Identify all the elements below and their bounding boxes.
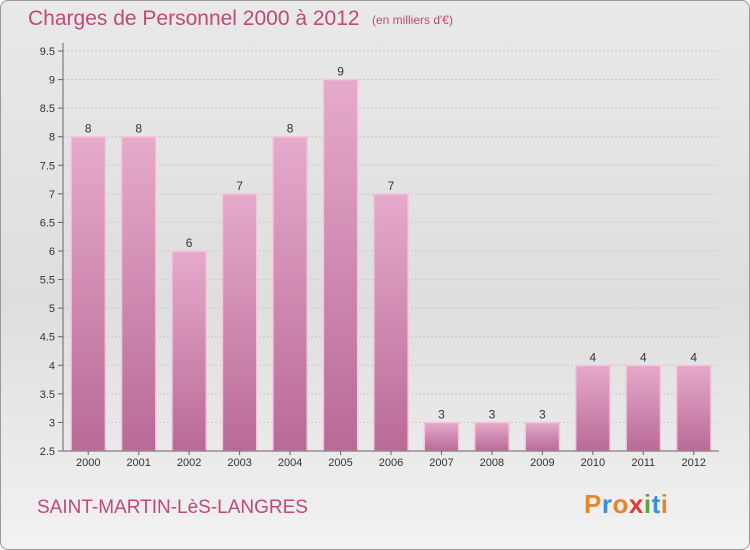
x-tick-label-2005: 2005 [328, 457, 352, 469]
bar-2005 [322, 78, 359, 452]
bar-2010 [574, 364, 611, 452]
bar-2009 [524, 421, 561, 452]
bar-2008 [474, 421, 510, 452]
y-tick-label: 5 [49, 303, 55, 315]
data-label-2006: 7 [388, 179, 395, 193]
x-tick-label-2002: 2002 [177, 457, 201, 469]
y-tick-label: 6 [49, 246, 55, 258]
chart-subtitle: (en milliers d'€) [372, 13, 453, 27]
x-tick-label-2012: 2012 [682, 457, 706, 469]
bar-2003 [221, 193, 258, 452]
bar-2007 [423, 421, 460, 452]
y-tick-label: 9.5 [40, 46, 55, 58]
x-tick-label-2008: 2008 [480, 457, 504, 469]
data-label-2010: 4 [590, 350, 597, 364]
x-tick-label-2011: 2011 [631, 457, 655, 469]
data-label-2004: 8 [287, 122, 294, 136]
logo-letter: i [660, 489, 669, 519]
y-tick-label: 6.5 [40, 217, 55, 229]
data-label-2007: 3 [438, 407, 445, 421]
bar-2000 [70, 135, 107, 452]
data-label-2005: 9 [337, 65, 344, 79]
x-tick-label-2003: 2003 [227, 457, 251, 469]
bar-2006 [373, 193, 409, 452]
y-tick-label: 4 [49, 360, 55, 372]
commune-name: SAINT-MARTIN-LèS-LANGRES [37, 497, 308, 518]
bar-2011 [625, 364, 662, 452]
x-tick-label-2006: 2006 [379, 457, 403, 469]
y-tick-label: 3 [49, 417, 55, 429]
data-label-2012: 4 [690, 350, 697, 364]
data-label-2000: 8 [85, 122, 92, 136]
x-tick-label-2004: 2004 [278, 457, 302, 469]
y-tick-label: 8.5 [40, 103, 55, 115]
data-label-2008: 3 [489, 407, 496, 421]
y-tick-label: 2.5 [40, 446, 55, 458]
logo-letter: o [612, 489, 629, 519]
y-tick-label: 7.5 [40, 160, 55, 172]
logo-letter: i [643, 489, 652, 519]
chart-title: Charges de Personnel 2000 à 2012 [28, 7, 360, 30]
logo-letter: r [601, 489, 613, 519]
bar-2002 [171, 250, 208, 452]
x-tick-label-2001: 2001 [126, 457, 150, 469]
x-tick-label-2000: 2000 [76, 457, 100, 469]
x-tick-label-2007: 2007 [429, 457, 453, 469]
logo-letter: t [651, 489, 661, 519]
y-tick-label: 9 [49, 75, 55, 87]
y-tick-label: 4.5 [40, 332, 55, 344]
logo-letter: P [584, 489, 602, 519]
proxiti-logo[interactable]: Proxiti [584, 489, 668, 520]
data-label-2001: 8 [135, 122, 142, 136]
bar-2012 [675, 364, 712, 452]
data-label-2002: 6 [186, 236, 193, 250]
data-label-2003: 7 [236, 179, 243, 193]
y-tick-label: 5.5 [40, 275, 55, 287]
y-tick-label: 3.5 [40, 389, 55, 401]
x-tick-label-2010: 2010 [581, 457, 605, 469]
x-tick-label-2009: 2009 [530, 457, 554, 469]
bar-2004 [272, 135, 308, 452]
bar-2001 [120, 135, 157, 452]
logo-letter: x [628, 489, 644, 519]
data-label-2011: 4 [640, 350, 647, 364]
y-tick-label: 7 [49, 189, 55, 201]
y-tick-label: 8 [49, 132, 55, 144]
data-label-2009: 3 [539, 407, 546, 421]
